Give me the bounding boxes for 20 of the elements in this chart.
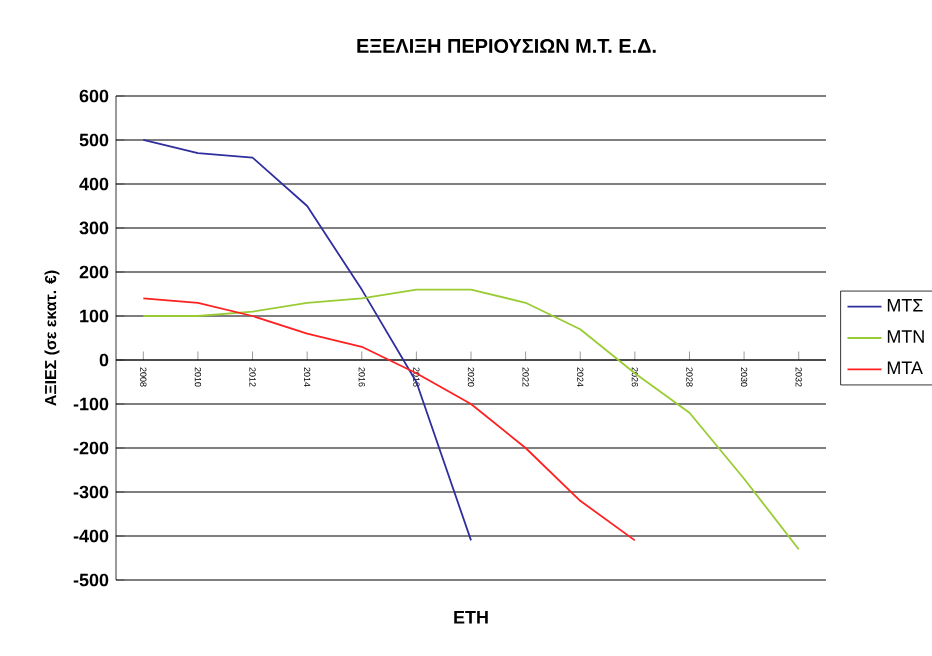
y-tick-label: -500 — [73, 573, 109, 587]
y-tick-label: 300 — [79, 221, 109, 235]
y-tick-label: 200 — [79, 265, 109, 279]
line-series — [142, 288, 800, 551]
legend-label: ΜΤΑ — [887, 361, 923, 374]
y-tick-label: 400 — [79, 177, 109, 191]
y-tick-label: -100 — [73, 397, 109, 411]
y-tick-label: -400 — [73, 529, 109, 543]
x-axis-title: ΕΤΗ — [454, 611, 488, 624]
legend-label: ΜΤΝ — [887, 330, 924, 343]
y-tick-label: 100 — [80, 309, 109, 323]
line-series — [142, 139, 472, 542]
y-tick-label: 500 — [79, 133, 109, 147]
chart-title: ΕΞΕΛΙΞΗ ΠΕΡΙΟΥΣΙΩΝ Μ.Τ. Ε.Δ. — [357, 38, 656, 53]
legend-label: ΜΤΣ — [887, 299, 923, 312]
line-series — [142, 297, 636, 542]
y-tick-label: 0 — [99, 353, 109, 367]
y-tick-label: 600 — [79, 89, 109, 103]
y-tick-label: -300 — [73, 485, 109, 499]
y-tick-label: -200 — [73, 441, 109, 455]
